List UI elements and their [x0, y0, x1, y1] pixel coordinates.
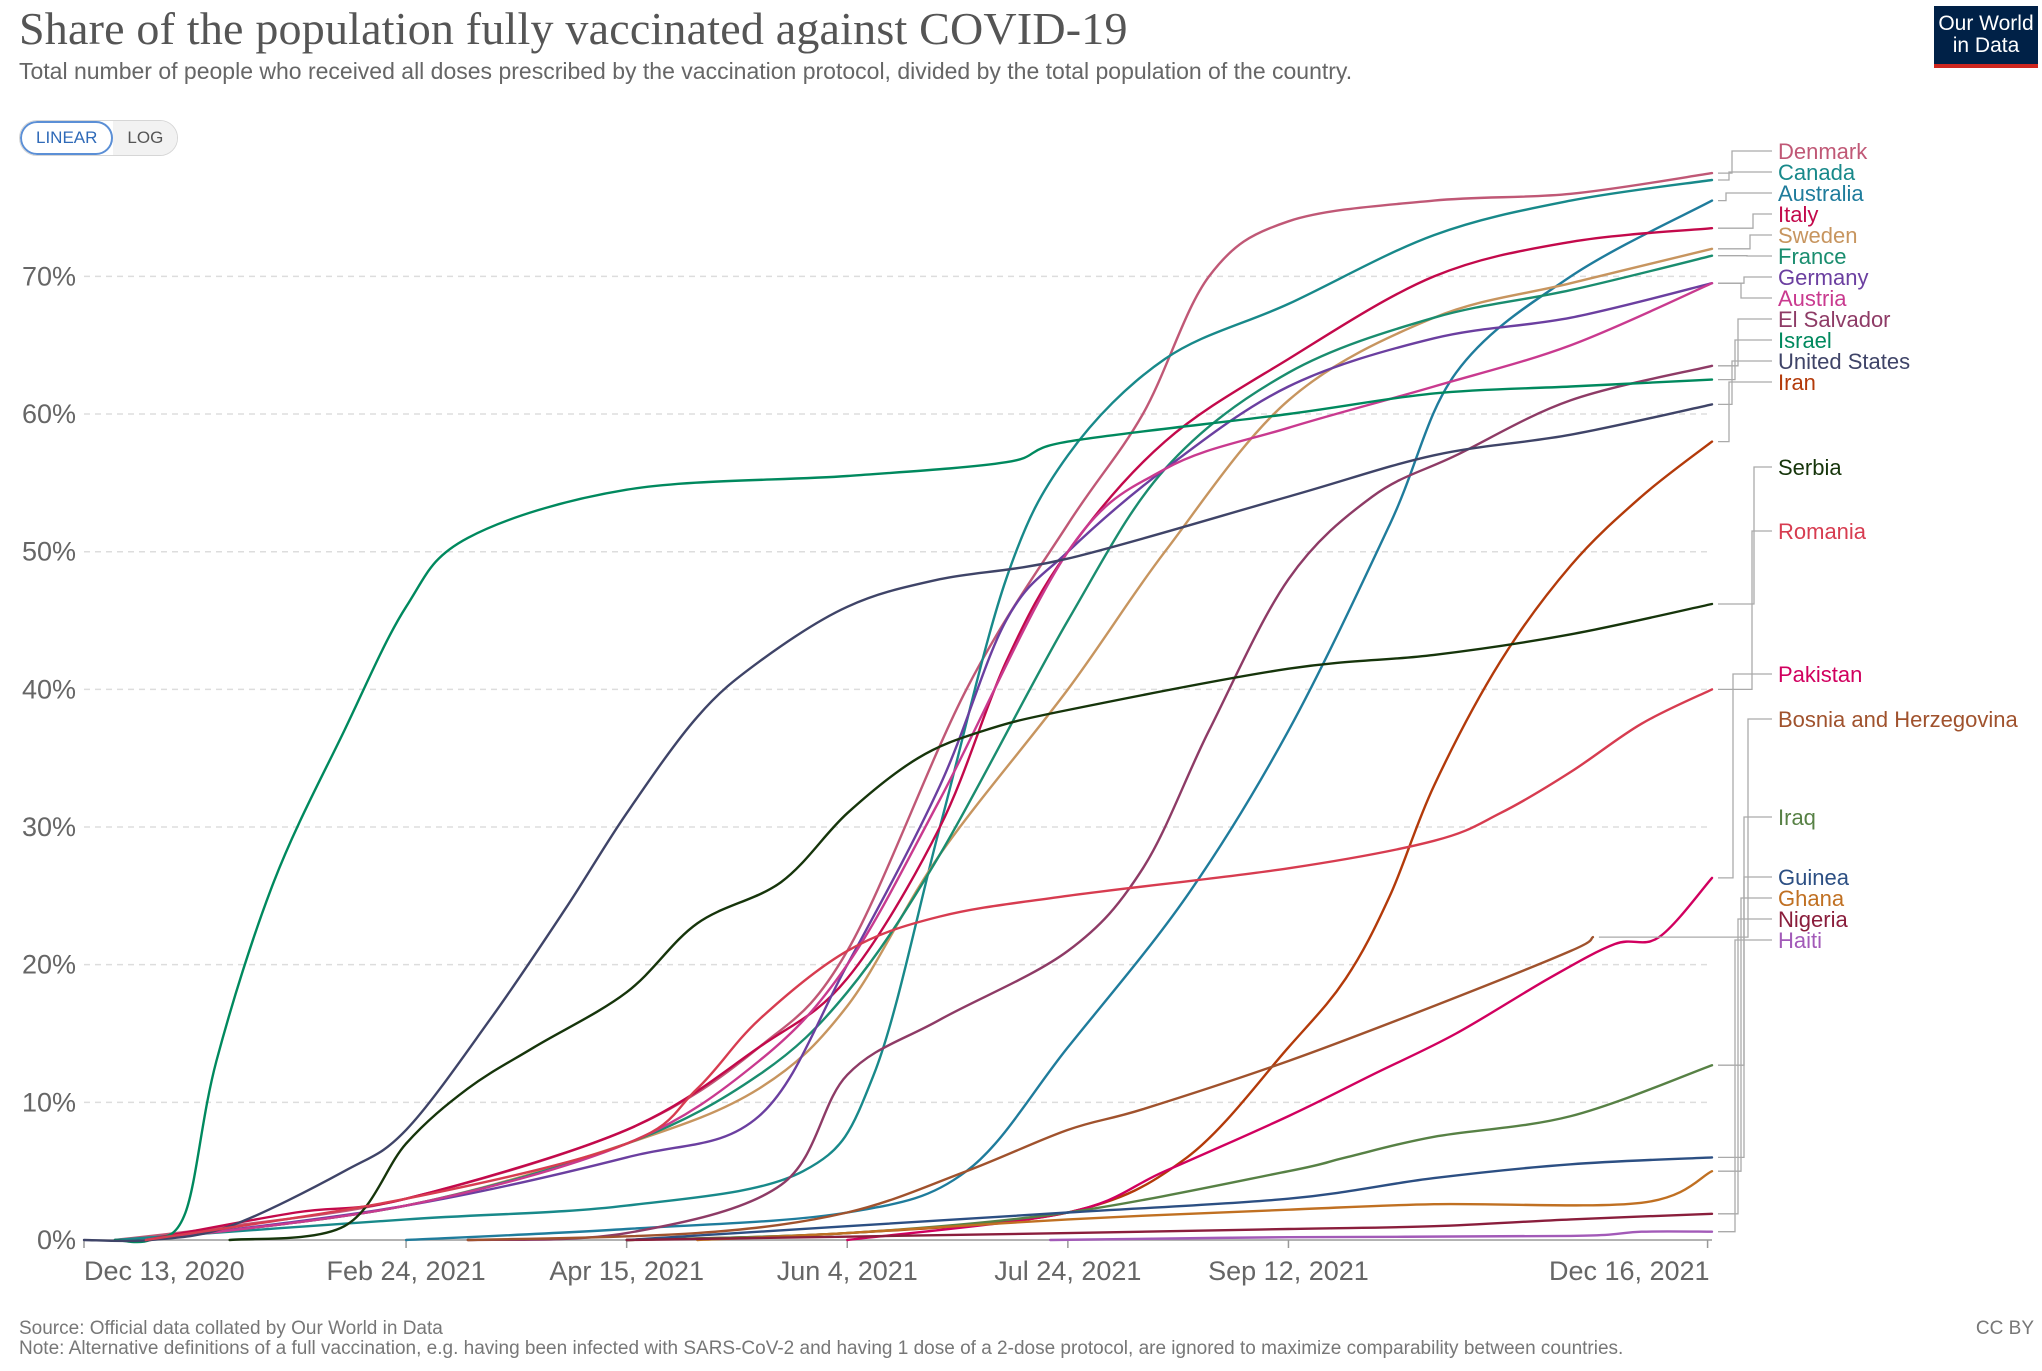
- legend-leader-united-states: [1718, 360, 1772, 406]
- legend-label-el-salvador: El Salvador: [1778, 307, 1891, 332]
- legend-leader-nigeria: [1718, 918, 1772, 1215]
- legend-leader-el-salvador: [1718, 318, 1772, 367]
- legend-label-australia: Australia: [1778, 181, 1864, 206]
- series-line-australia: [404, 199, 1714, 1242]
- series-line-el-salvador: [466, 364, 1714, 1242]
- legend-leader-guinea: [1718, 876, 1772, 1159]
- legend-leader-pakistan: [1718, 673, 1772, 879]
- logo-line-1: Our World: [1938, 12, 2034, 35]
- series-line-haiti: [1049, 1230, 1714, 1242]
- chart-subtitle: Total number of people who received all …: [19, 58, 1353, 84]
- legend-leader-austria: [1718, 282, 1772, 299]
- y-tick-label: 70%: [22, 261, 76, 291]
- license-link[interactable]: CC BY: [1975, 1318, 2034, 1339]
- legend-leader-romania: [1718, 530, 1772, 691]
- legend-label-serbia: Serbia: [1778, 455, 1842, 480]
- series-line-bosnia-and-herzegovina: [466, 935, 1595, 1242]
- legend-label-france: France: [1778, 244, 1846, 269]
- series-line-austria: [144, 282, 1714, 1242]
- series-line-germany: [144, 282, 1714, 1242]
- legend-leader-italy: [1718, 213, 1772, 229]
- legend-leader-denmark: [1718, 150, 1772, 174]
- legend-leader-germany: [1718, 276, 1772, 284]
- series-line-united-states: [82, 403, 1714, 1243]
- y-tick-label: 50%: [22, 537, 76, 567]
- legend-leader-australia: [1718, 192, 1772, 202]
- legend-label-sweden: Sweden: [1778, 223, 1858, 248]
- x-tick-label: Sep 12, 2021: [1208, 1256, 1369, 1286]
- x-tick-label: Apr 15, 2021: [549, 1256, 704, 1286]
- legend-leader-ghana: [1718, 897, 1772, 1172]
- x-tick-label: Dec 16, 2021: [1549, 1256, 1710, 1286]
- series-line-italy: [144, 227, 1714, 1242]
- series-line-romania: [144, 688, 1714, 1242]
- legend-leader-israel: [1718, 339, 1772, 381]
- legend-label-denmark: Denmark: [1778, 139, 1868, 164]
- legend-label-pakistan: Pakistan: [1778, 662, 1862, 687]
- legend-label-united-states: United States: [1778, 349, 1910, 374]
- legend-label-iran: Iran: [1778, 370, 1816, 395]
- linear-scale-button[interactable]: LINEAR: [20, 121, 114, 155]
- legend-leader-iraq: [1718, 816, 1772, 1066]
- x-tick-label: Dec 13, 2020: [84, 1256, 245, 1286]
- log-scale-button[interactable]: LOG: [113, 121, 178, 155]
- legend-label-germany: Germany: [1778, 265, 1868, 290]
- series-line-serbia: [228, 602, 1714, 1242]
- series-line-sweden: [144, 247, 1714, 1242]
- y-tick-label: 0%: [37, 1225, 76, 1255]
- y-tick-label: 60%: [22, 399, 76, 429]
- legend-leader-canada: [1718, 171, 1772, 181]
- legend-label-canada: Canada: [1778, 160, 1856, 185]
- footnote: Note: Alternative definitions of a full …: [19, 1338, 1624, 1359]
- legend-label-romania: Romania: [1778, 519, 1867, 544]
- source-note: Source: Official data collated by Our Wo…: [19, 1318, 443, 1339]
- chart-title: Share of the population fully vaccinated…: [19, 3, 1128, 54]
- x-tick-label: Jun 4, 2021: [777, 1256, 918, 1286]
- series-line-israel: [113, 378, 1714, 1244]
- scale-toggle: LINEAR LOG: [19, 120, 179, 156]
- legend-leader-haiti: [1718, 939, 1772, 1233]
- x-tick-label: Jul 24, 2021: [994, 1256, 1141, 1286]
- series-line-ghana: [696, 1170, 1714, 1242]
- legend-label-austria: Austria: [1778, 286, 1847, 311]
- series-line-guinea: [625, 1156, 1714, 1242]
- legend-label-haiti: Haiti: [1778, 928, 1822, 953]
- y-tick-label: 20%: [22, 950, 76, 980]
- legend-label-ghana: Ghana: [1778, 886, 1845, 911]
- series-line-france: [144, 254, 1714, 1242]
- y-tick-label: 40%: [22, 674, 76, 704]
- logo-line-2: in Data: [1952, 34, 2020, 57]
- legend-leader-serbia: [1718, 466, 1772, 605]
- legend-label-iraq: Iraq: [1778, 805, 1816, 830]
- x-tick-label: Feb 24, 2021: [327, 1256, 486, 1286]
- legend-label-guinea: Guinea: [1778, 865, 1850, 890]
- legend-leader-bosnia-and-herzegovina: [1598, 718, 1772, 938]
- y-tick-label: 10%: [22, 1087, 76, 1117]
- legend-label-italy: Italy: [1778, 202, 1818, 227]
- owid-logo[interactable]: Our World in Data: [1934, 6, 2038, 68]
- legend-label-nigeria: Nigeria: [1778, 907, 1848, 932]
- legend-label-bosnia-and-herzegovina: Bosnia and Herzegovina: [1778, 707, 2018, 732]
- legend-label-israel: Israel: [1778, 328, 1832, 353]
- series-line-nigeria: [625, 1212, 1714, 1242]
- legend-leader-sweden: [1718, 234, 1772, 250]
- legend-leader-iran: [1718, 381, 1772, 443]
- y-tick-label: 30%: [22, 812, 76, 842]
